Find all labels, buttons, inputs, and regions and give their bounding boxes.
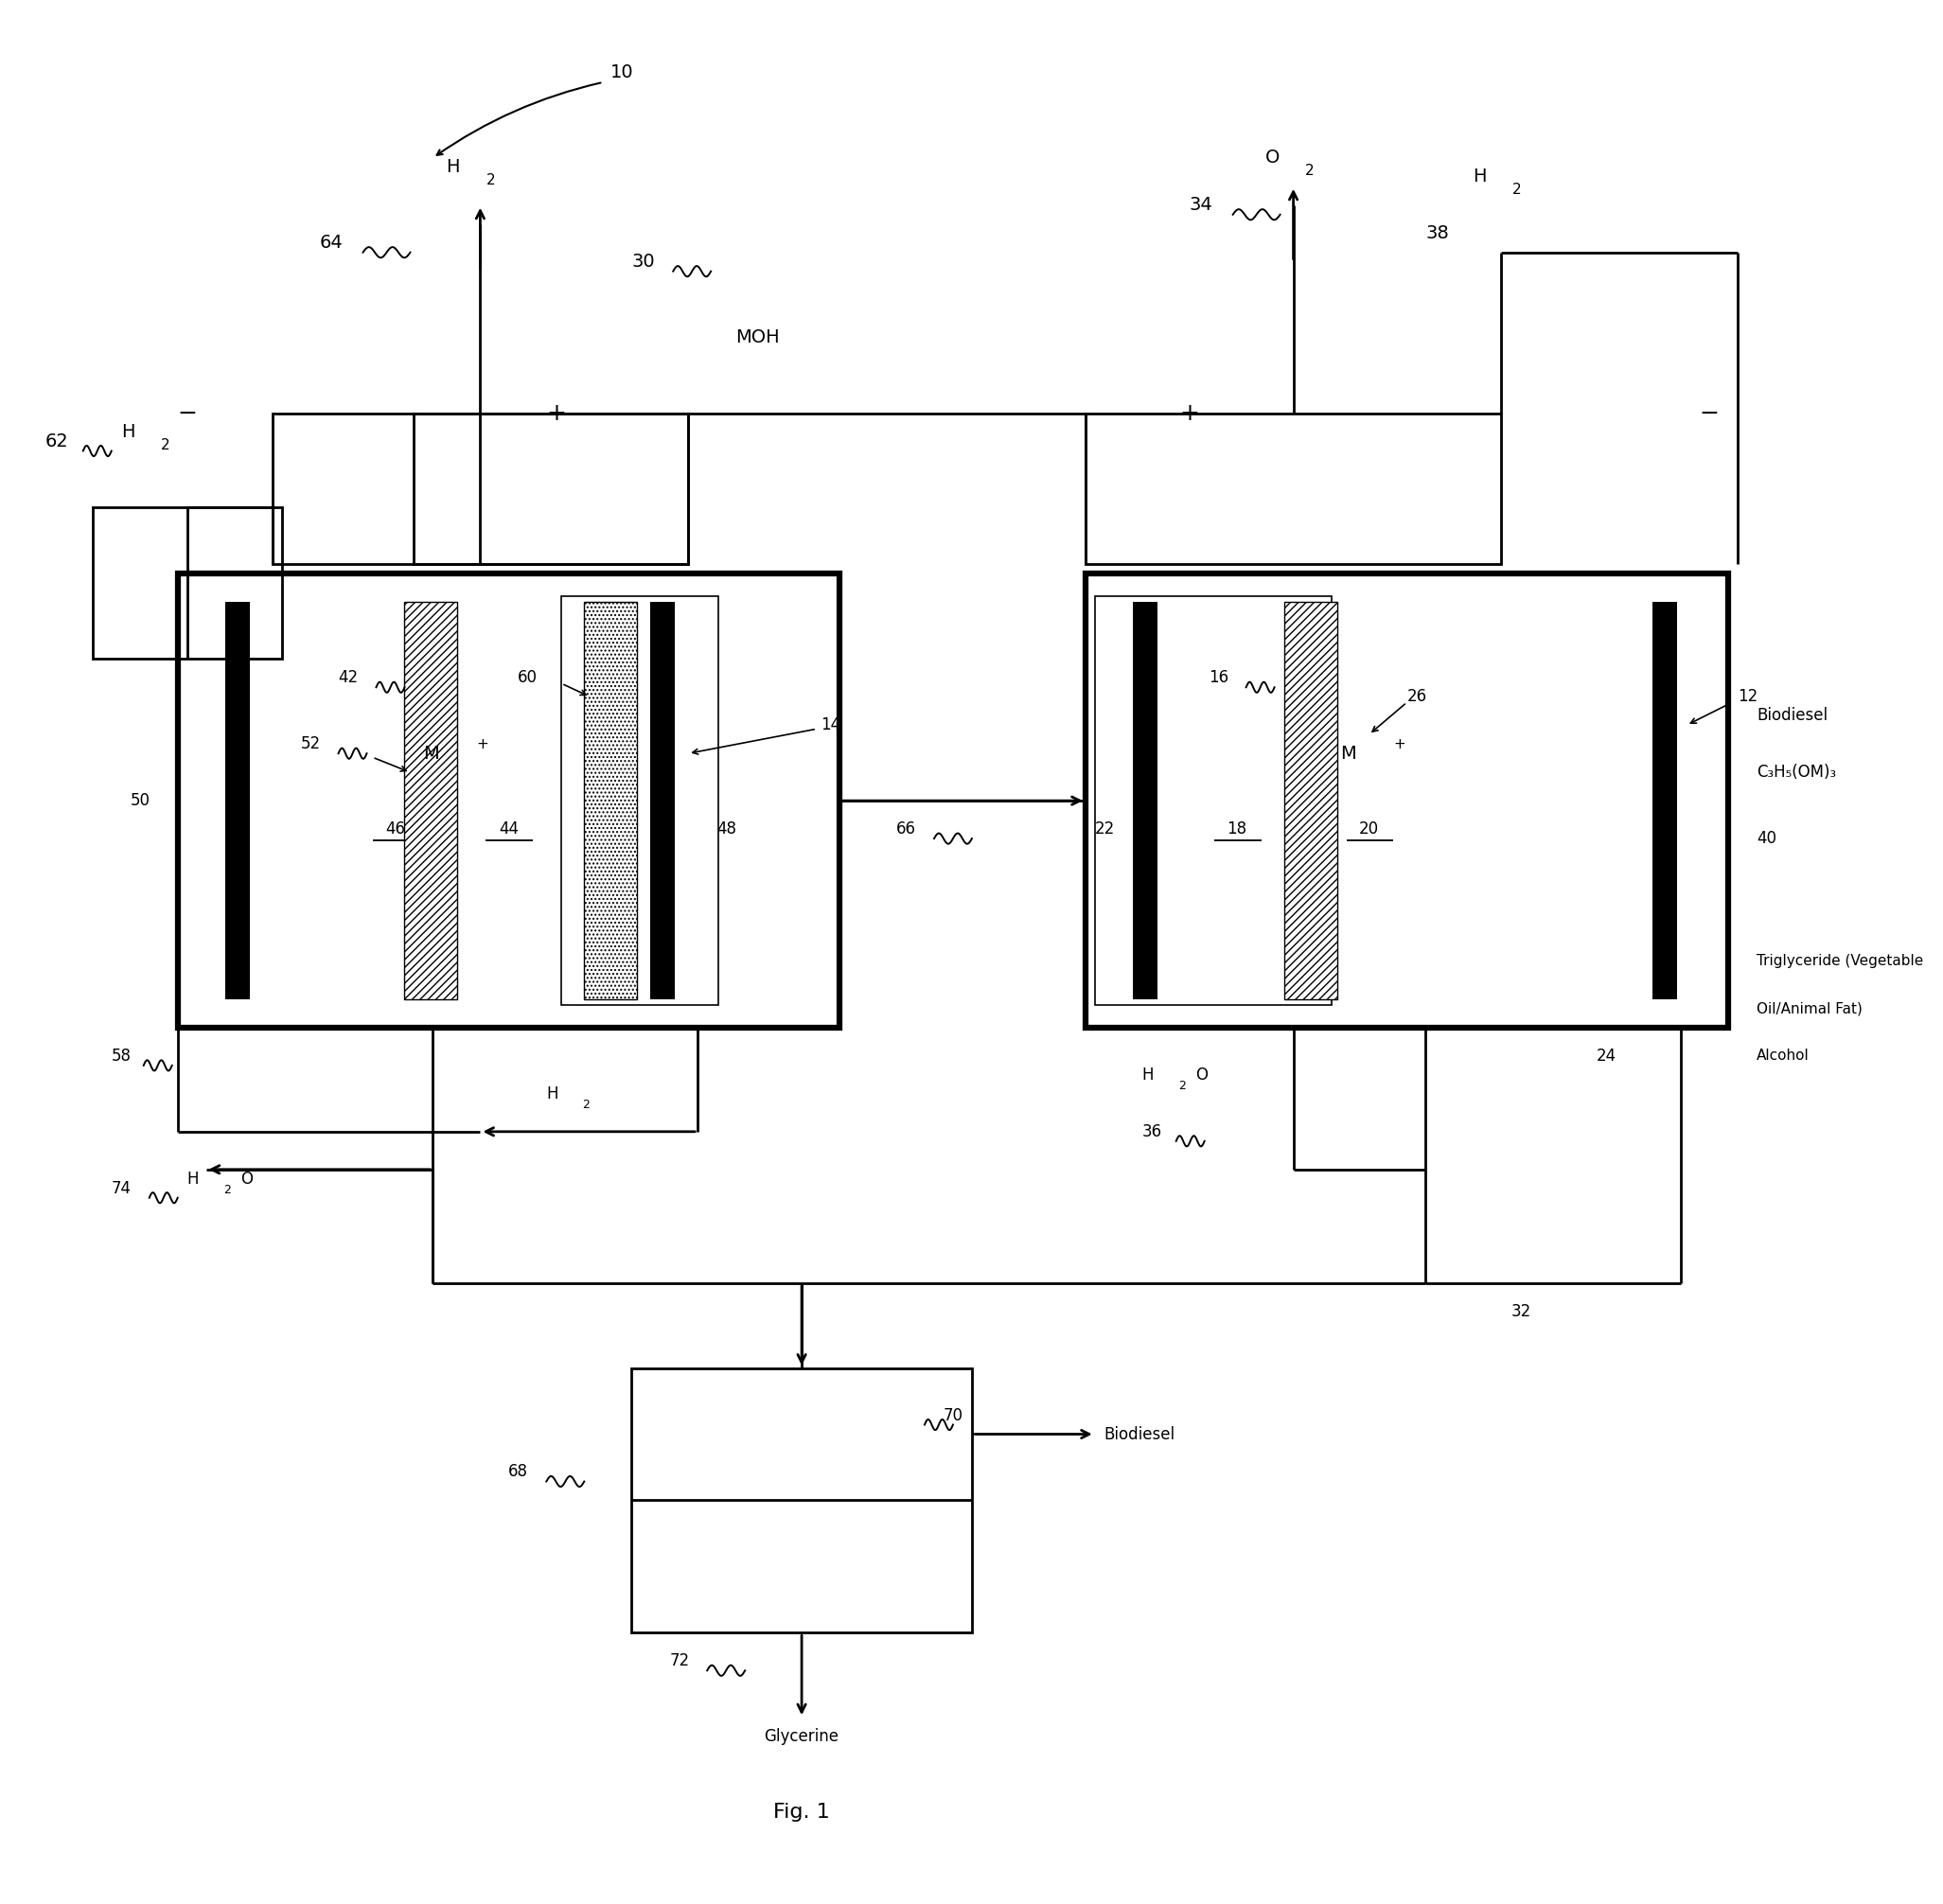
- Text: C₃H₅(OM)₃: C₃H₅(OM)₃: [1756, 764, 1836, 781]
- Text: 64: 64: [319, 234, 342, 251]
- Bar: [1086, 573, 1729, 1028]
- Bar: [631, 1367, 972, 1634]
- Text: 46: 46: [385, 821, 404, 838]
- Text: 16: 16: [1209, 670, 1228, 685]
- Text: 2: 2: [1177, 1080, 1185, 1093]
- Text: Alcohol: Alcohol: [1756, 1049, 1809, 1062]
- Text: +: +: [1393, 737, 1405, 750]
- Text: 20: 20: [1358, 821, 1380, 838]
- Text: M: M: [424, 744, 439, 762]
- Text: 10: 10: [610, 63, 633, 82]
- Text: 62: 62: [45, 432, 68, 451]
- Text: −: −: [177, 402, 196, 425]
- Text: Oil/Animal Fat): Oil/Animal Fat): [1756, 1002, 1863, 1017]
- Bar: [651, 602, 674, 1000]
- Text: 34: 34: [1189, 196, 1212, 213]
- Text: 48: 48: [717, 821, 736, 838]
- Text: 2: 2: [161, 438, 169, 453]
- Text: 32: 32: [1512, 1302, 1531, 1319]
- Text: 42: 42: [338, 670, 358, 685]
- Text: 50: 50: [130, 792, 150, 809]
- Bar: [1086, 413, 1502, 564]
- Text: +: +: [1179, 402, 1199, 425]
- Text: 2: 2: [583, 1099, 591, 1112]
- Text: 70: 70: [944, 1407, 964, 1424]
- Text: Fig. 1: Fig. 1: [773, 1803, 830, 1822]
- Text: 40: 40: [1756, 830, 1776, 847]
- Text: O: O: [241, 1171, 253, 1188]
- Text: Biodiesel: Biodiesel: [1104, 1426, 1176, 1443]
- Bar: [93, 508, 282, 659]
- Text: 58: 58: [111, 1047, 132, 1064]
- Text: 2: 2: [486, 173, 495, 188]
- Text: 14: 14: [820, 716, 841, 733]
- Text: 38: 38: [1426, 225, 1449, 242]
- Text: +: +: [546, 402, 565, 425]
- Bar: [1133, 602, 1158, 1000]
- Bar: [1284, 602, 1337, 1000]
- Text: 36: 36: [1142, 1123, 1162, 1140]
- Bar: [225, 602, 249, 1000]
- Text: Triglyceride (Vegetable: Triglyceride (Vegetable: [1756, 954, 1924, 969]
- Bar: [414, 413, 688, 564]
- Text: 2: 2: [1304, 164, 1313, 179]
- Text: +: +: [476, 737, 488, 750]
- Bar: [1653, 602, 1677, 1000]
- Text: H: H: [1142, 1066, 1154, 1083]
- Text: 66: 66: [896, 821, 915, 838]
- Text: 18: 18: [1226, 821, 1247, 838]
- Bar: [272, 413, 688, 564]
- Text: H: H: [546, 1085, 558, 1102]
- Text: H: H: [447, 158, 460, 177]
- Text: 2: 2: [1514, 183, 1521, 198]
- Bar: [585, 602, 637, 1000]
- Text: 74: 74: [111, 1180, 132, 1198]
- Text: 52: 52: [301, 735, 321, 752]
- Text: 2: 2: [223, 1184, 231, 1196]
- Bar: [177, 573, 839, 1028]
- Text: 72: 72: [668, 1653, 690, 1670]
- Text: M: M: [1341, 744, 1356, 762]
- Bar: [562, 596, 719, 1005]
- Text: MOH: MOH: [736, 329, 779, 347]
- Text: 22: 22: [1094, 821, 1115, 838]
- Text: H: H: [120, 423, 134, 442]
- Text: O: O: [1265, 149, 1280, 168]
- Text: 30: 30: [631, 253, 655, 270]
- Text: 24: 24: [1595, 1047, 1617, 1064]
- Bar: [1094, 596, 1331, 1005]
- Text: Biodiesel: Biodiesel: [1756, 706, 1828, 724]
- Text: H: H: [187, 1171, 198, 1188]
- Text: 68: 68: [509, 1464, 528, 1481]
- Text: 12: 12: [1737, 687, 1758, 704]
- Text: 26: 26: [1407, 687, 1426, 704]
- Text: 60: 60: [519, 670, 538, 685]
- Text: Glycerine: Glycerine: [764, 1729, 839, 1746]
- Text: H: H: [1473, 168, 1486, 187]
- Text: −: −: [1700, 402, 1720, 425]
- Bar: [404, 602, 457, 1000]
- Text: 44: 44: [499, 821, 519, 838]
- Text: O: O: [1195, 1066, 1207, 1083]
